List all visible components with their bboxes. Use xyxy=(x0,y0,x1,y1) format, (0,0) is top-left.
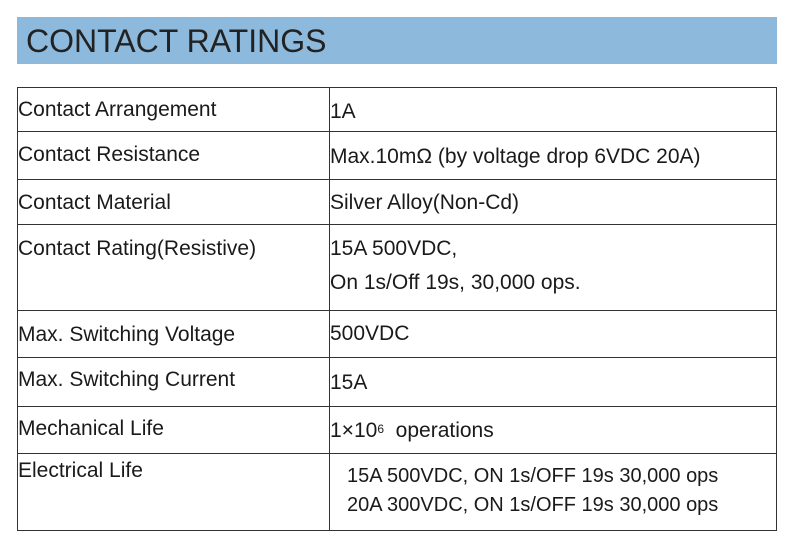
table-row: Max. Switching Current 15A xyxy=(17,357,777,407)
row-value: Silver Alloy(Non-Cd) xyxy=(329,179,777,225)
row-value: Max.10mΩ (by voltage drop 6VDC 20A) xyxy=(329,131,777,180)
row-label: Contact Resistance xyxy=(17,131,330,180)
value-base: 1×10 xyxy=(330,419,378,442)
row-value: 1×106 operations xyxy=(329,406,777,454)
contact-ratings-table: Contact Arrangement 1A Contact Resistanc… xyxy=(17,87,777,531)
table-row: Max. Switching Voltage 500VDC xyxy=(17,310,777,358)
section-title: CONTACT RATINGS xyxy=(26,23,327,59)
row-value: 1A xyxy=(329,87,777,132)
table-row: Contact Arrangement 1A xyxy=(17,87,777,132)
value-suffix: operations xyxy=(395,419,494,442)
row-label: Contact Rating(Resistive) xyxy=(17,224,330,311)
row-label: Max. Switching Current xyxy=(17,357,330,407)
row-value: 15A 500VDC, ON 1s/OFF 19s 30,000 ops 20A… xyxy=(329,453,777,531)
value-exponent: 6 xyxy=(377,422,384,436)
value-line: 20A 300VDC, ON 1s/OFF 19s 30,000 ops xyxy=(347,494,719,516)
row-label: Max. Switching Voltage xyxy=(17,310,330,358)
table-row: Mechanical Life 1×106 operations xyxy=(17,406,777,454)
value-line: 15A 500VDC, ON 1s/OFF 19s 30,000 ops xyxy=(347,465,719,487)
table-row: Contact Material Silver Alloy(Non-Cd) xyxy=(17,179,777,225)
table-row: Contact Resistance Max.10mΩ (by voltage … xyxy=(17,131,777,180)
row-label: Mechanical Life xyxy=(17,406,330,454)
value-line: 15A 500VDC, xyxy=(330,237,458,260)
row-label: Contact Material xyxy=(17,179,330,225)
section-header: CONTACT RATINGS xyxy=(17,17,777,64)
table-row: Electrical Life 15A 500VDC, ON 1s/OFF 19… xyxy=(17,453,777,531)
value-line: On 1s/Off 19s, 30,000 ops. xyxy=(330,271,581,294)
table-row: Contact Rating(Resistive) 15A 500VDC, On… xyxy=(17,224,777,311)
row-label: Contact Arrangement xyxy=(17,87,330,132)
row-value: 15A xyxy=(329,357,777,407)
row-label: Electrical Life xyxy=(17,453,330,531)
row-value: 15A 500VDC, On 1s/Off 19s, 30,000 ops. xyxy=(329,224,777,311)
row-value: 500VDC xyxy=(329,310,777,358)
